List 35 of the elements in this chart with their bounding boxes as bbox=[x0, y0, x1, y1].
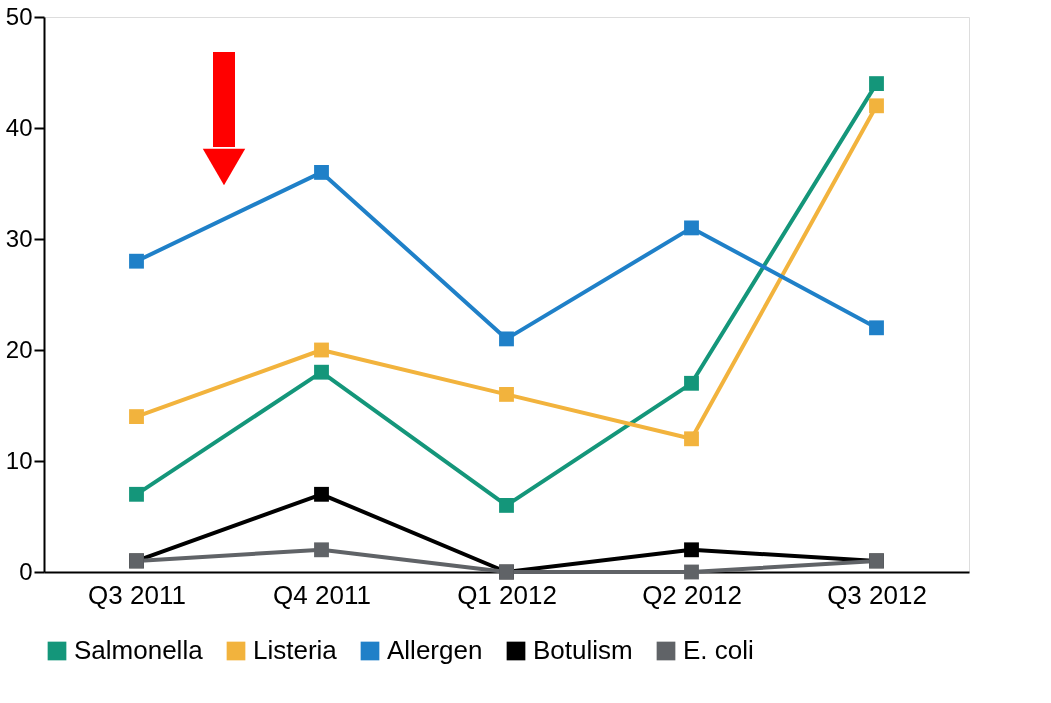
point bbox=[314, 342, 329, 358]
point bbox=[684, 220, 699, 236]
point bbox=[499, 331, 514, 347]
x-tick-label: Q3 2012 bbox=[827, 579, 927, 610]
y-tick-label: 20 bbox=[5, 335, 33, 363]
point bbox=[314, 486, 329, 502]
y-tick-label: 30 bbox=[5, 224, 33, 252]
point bbox=[129, 253, 144, 269]
legend-label: Botulism bbox=[533, 635, 633, 665]
x-tick-label: Q1 2012 bbox=[457, 579, 557, 610]
point bbox=[314, 164, 329, 180]
legend-label: Salmonella bbox=[74, 635, 204, 665]
point bbox=[129, 409, 144, 425]
point bbox=[684, 375, 699, 391]
legend-label: E. coli bbox=[683, 635, 754, 665]
y-tick-label: 50 bbox=[5, 2, 33, 30]
legend-label: Listeria bbox=[253, 635, 338, 665]
point bbox=[684, 542, 699, 558]
point bbox=[869, 76, 884, 92]
point bbox=[129, 486, 144, 502]
point bbox=[684, 431, 699, 447]
legend-label: Allergen bbox=[387, 635, 483, 665]
x-tick-label: Q4 2011 bbox=[273, 579, 371, 610]
point bbox=[869, 320, 884, 336]
point bbox=[499, 497, 514, 513]
x-tick-label: Q3 2011 bbox=[88, 579, 186, 610]
point bbox=[314, 364, 329, 380]
point bbox=[499, 386, 514, 402]
point bbox=[314, 542, 329, 558]
point bbox=[869, 98, 884, 114]
point bbox=[684, 564, 699, 580]
y-tick-label: 10 bbox=[5, 446, 33, 474]
y-tick-label: 0 bbox=[19, 557, 33, 585]
x-tick-label: Q2 2012 bbox=[642, 579, 742, 610]
y-tick-label: 40 bbox=[5, 113, 33, 141]
